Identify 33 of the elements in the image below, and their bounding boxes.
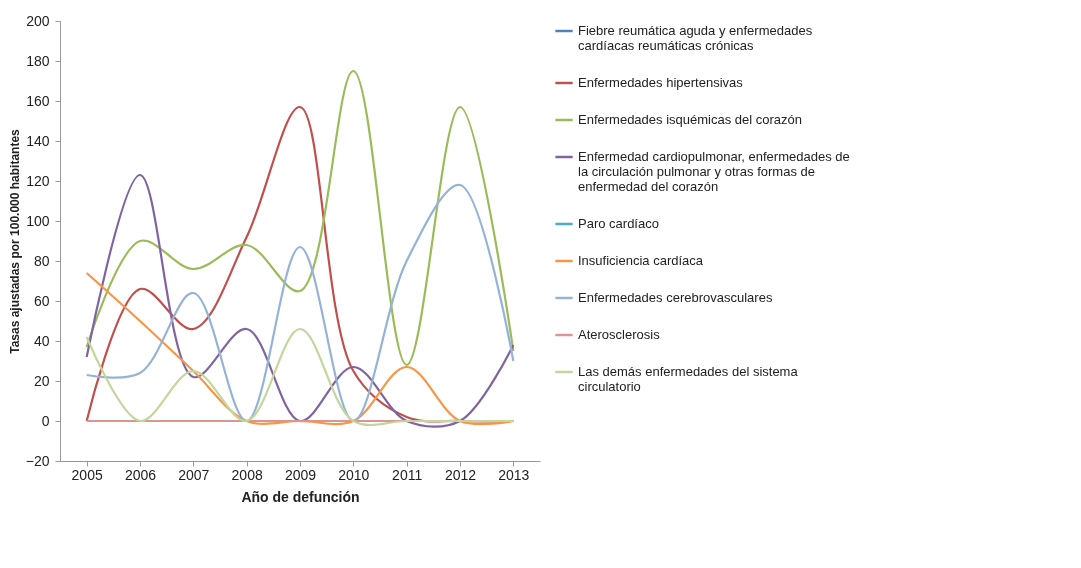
x-tick-label: 2008 — [231, 466, 263, 483]
y-tick-label: 100 — [26, 212, 50, 229]
legend-label: Enfermedades cerebrovasculares — [578, 290, 773, 305]
x-tick-label: 2010 — [338, 466, 370, 483]
line-series — [85, 69, 515, 367]
x-tick-label: 2006 — [124, 466, 157, 483]
x-tick-label: 2011 — [392, 466, 423, 483]
y-axis-title: Tasas ajustadas por 100.000 habitantes — [7, 128, 22, 354]
x-axis-title: Año de defunción — [241, 488, 360, 505]
y-tick-label: 200 — [26, 12, 50, 29]
legend-label: Fiebre reumática aguda y enfermedades cardíacas reumáticas crónicas — [578, 23, 813, 53]
y-tick-label: 60 — [33, 292, 50, 309]
legend-label: Enfermedades isquémicas del corazón — [578, 112, 803, 127]
legend-label: Enfermedades hipertensivas — [578, 75, 744, 90]
x-tick-label: 2007 — [178, 466, 210, 483]
legend-label: Las demás enfermedades del sistema circulatorio — [578, 364, 799, 394]
y-tick-label: 140 — [26, 132, 50, 149]
y-tick-label: 40 — [33, 332, 50, 349]
x-tick-label: 2013 — [498, 466, 530, 483]
y-tick-label: 180 — [26, 52, 50, 69]
y-tick-label: 120 — [26, 172, 50, 189]
y-tick-label: 0 — [41, 412, 50, 429]
y-tick-label: 20 — [33, 372, 50, 389]
legend-label: Aterosclerosis — [578, 327, 661, 342]
x-tick-label: 2005 — [71, 466, 103, 483]
legend-label: Paro cardíaco — [578, 216, 659, 231]
y-tick-label: 160 — [26, 92, 50, 109]
x-tick-label: 2009 — [284, 466, 317, 483]
legend-label: Enfermedad cardiopulmonar, enfermedades de la circulación pulmonar y otras formas de enfermedad del corazón — [578, 149, 850, 194]
y-tick-label: 80 — [33, 252, 50, 269]
x-tick-label: 2012 — [444, 466, 477, 483]
legend-label: Insuficiencia cardíaca — [578, 253, 704, 268]
y-tick-label: −20 — [25, 452, 50, 469]
